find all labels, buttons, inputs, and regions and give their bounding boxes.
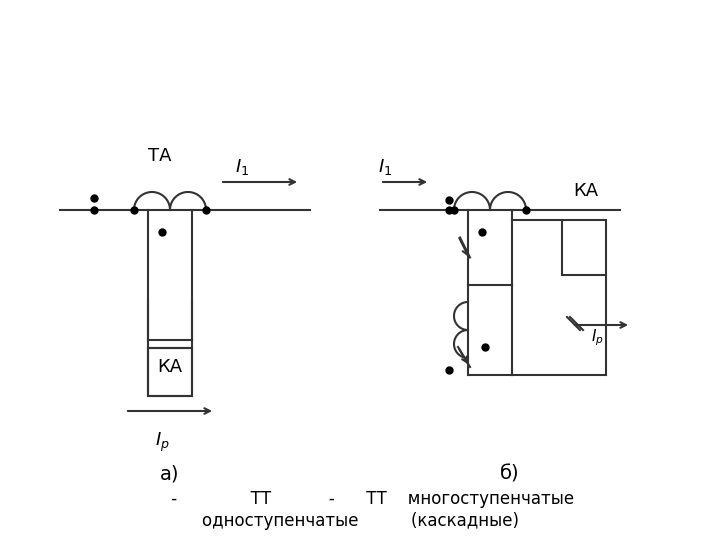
- Text: $I_1$: $I_1$: [378, 157, 392, 177]
- Text: б): б): [500, 465, 520, 484]
- Text: КА: КА: [573, 182, 598, 200]
- Text: а): а): [161, 465, 180, 484]
- Text: -              ТТ           -      ТТ    многоступенчатые: - ТТ - ТТ многоступенчатые: [145, 490, 575, 508]
- Text: КА: КА: [158, 358, 183, 376]
- Text: ТА: ТА: [148, 147, 172, 165]
- Text: одноступенчатые          (каскадные): одноступенчатые (каскадные): [202, 512, 518, 530]
- Bar: [148, 348, 192, 396]
- Text: $I_р$: $I_р$: [155, 431, 169, 454]
- Text: $I_р$: $I_р$: [590, 327, 603, 348]
- Text: $I_1$: $I_1$: [235, 157, 249, 177]
